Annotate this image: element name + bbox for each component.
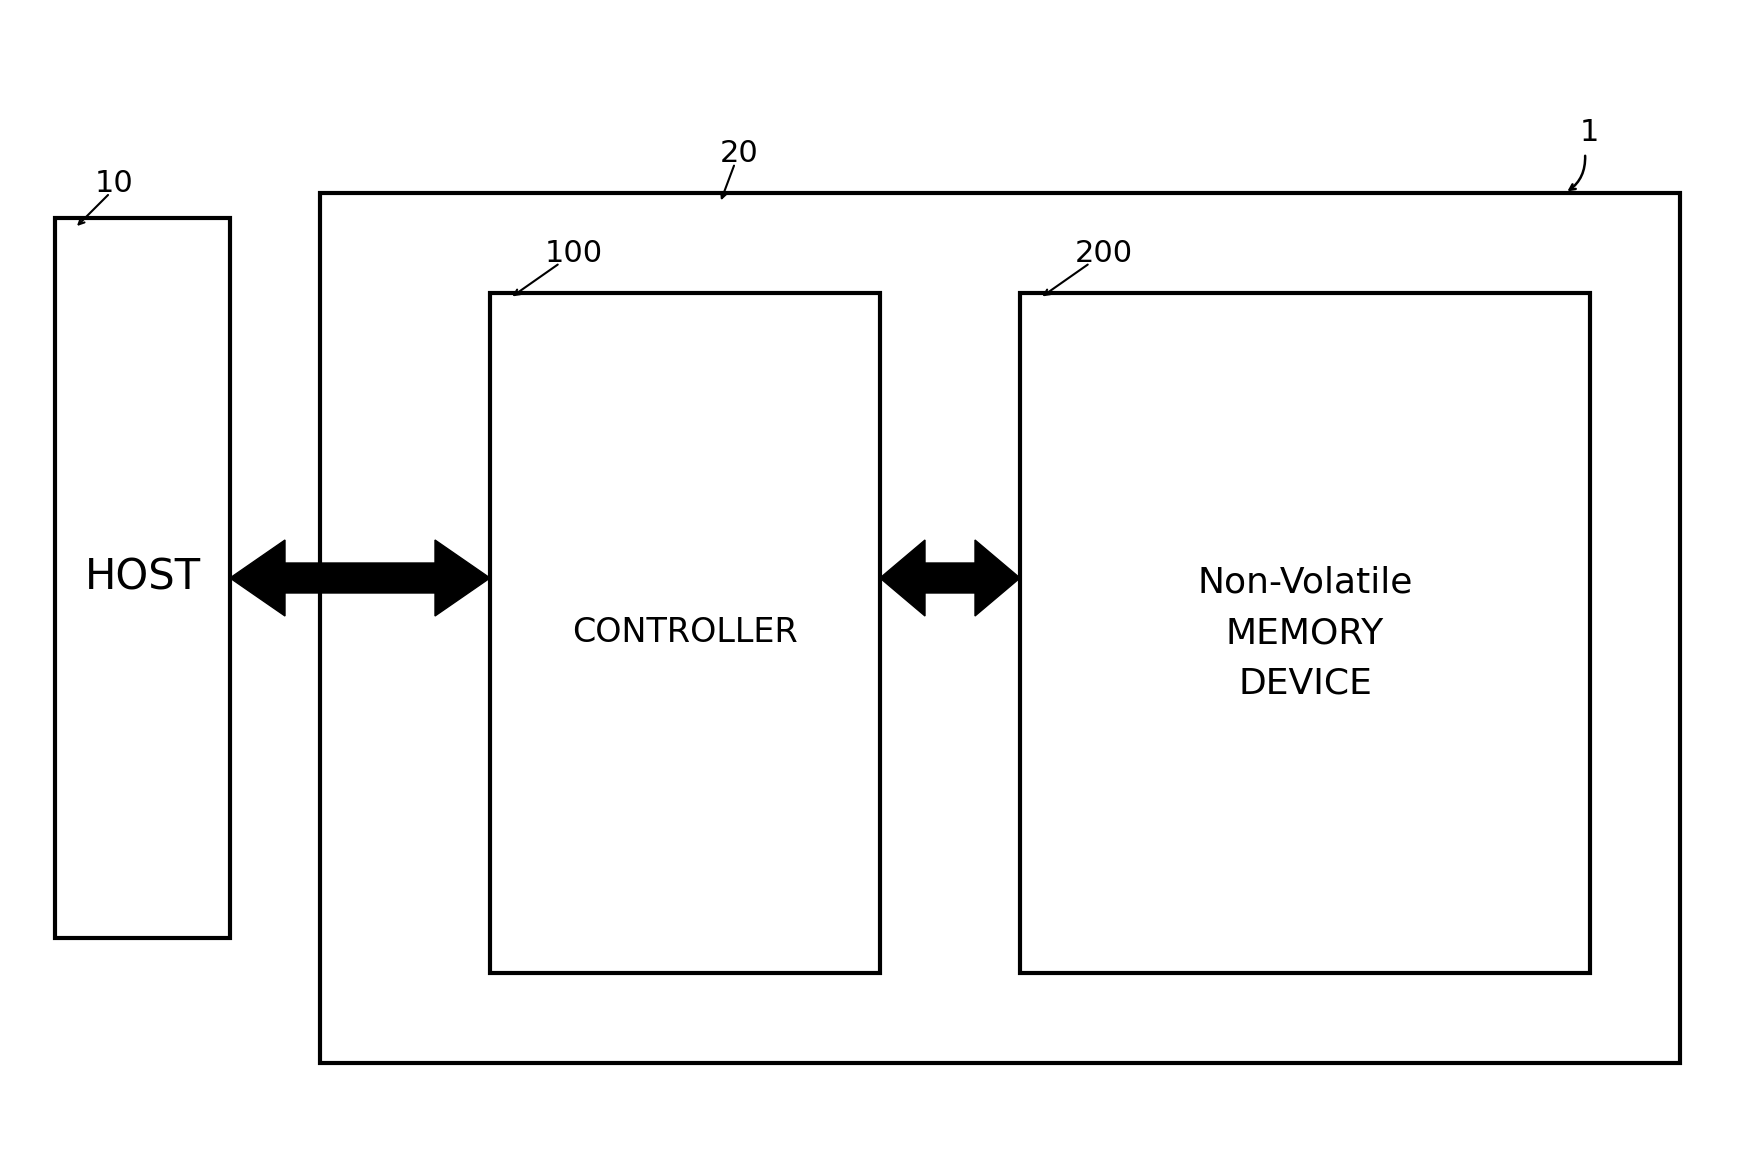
Text: HOST: HOST [84,557,201,599]
Polygon shape [880,540,1020,616]
Bar [320,193,1680,1063]
Polygon shape [230,540,491,616]
Text: 1: 1 [1580,118,1599,147]
Text: CONTROLLER: CONTROLLER [573,616,798,649]
Bar [1020,293,1591,973]
Bar [491,293,880,973]
Text: 100: 100 [545,239,602,268]
Text: Non-Volatile
MEMORY
DEVICE: Non-Volatile MEMORY DEVICE [1198,566,1413,700]
Bar [56,218,230,938]
Text: 10: 10 [94,169,134,198]
Text: 200: 200 [1076,239,1133,268]
Text: 20: 20 [719,139,760,168]
